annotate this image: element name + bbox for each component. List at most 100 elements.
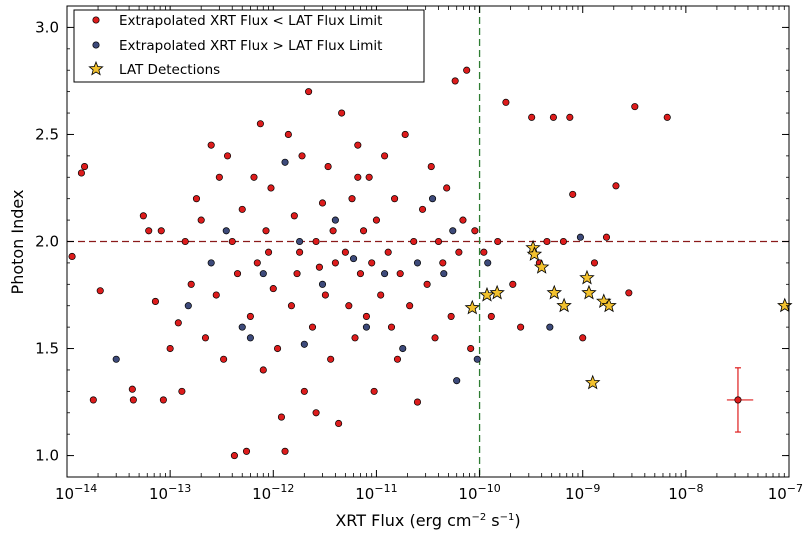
data-point bbox=[387, 323, 396, 331]
data-point bbox=[305, 88, 313, 96]
legend-label-red: Extrapolated XRT Flux < LAT Flux Limit bbox=[119, 13, 382, 29]
legend-marker-blue bbox=[92, 41, 100, 49]
data-point bbox=[459, 216, 467, 224]
data-point bbox=[473, 355, 481, 363]
data-point bbox=[166, 344, 174, 353]
data-point bbox=[354, 141, 362, 149]
data-point bbox=[381, 152, 389, 160]
star-point bbox=[601, 297, 617, 313]
data-point bbox=[351, 334, 359, 342]
data-point bbox=[663, 113, 671, 121]
y-tick-label: 1.0 bbox=[35, 447, 59, 465]
data-point bbox=[259, 366, 267, 374]
data-point bbox=[298, 152, 306, 160]
data-point bbox=[81, 163, 89, 171]
data-point bbox=[440, 270, 448, 278]
error-bar-point bbox=[734, 396, 742, 404]
data-point bbox=[625, 289, 633, 297]
data-point bbox=[184, 302, 192, 310]
data-point bbox=[129, 396, 137, 404]
data-point bbox=[238, 205, 246, 213]
star-point bbox=[581, 284, 597, 300]
data-point bbox=[197, 216, 205, 224]
data-point bbox=[455, 248, 463, 256]
data-point bbox=[517, 323, 525, 331]
data-point bbox=[269, 285, 277, 293]
data-point bbox=[348, 195, 356, 203]
data-point bbox=[145, 227, 153, 235]
star-point bbox=[533, 259, 550, 274]
data-point bbox=[242, 447, 251, 455]
data-point bbox=[267, 184, 275, 192]
x-tick-label: 10−7 bbox=[768, 482, 803, 503]
data-point bbox=[427, 163, 435, 171]
star-point bbox=[489, 284, 505, 300]
data-point bbox=[463, 66, 471, 74]
star-point bbox=[479, 286, 495, 302]
data-point bbox=[370, 387, 378, 395]
data-point bbox=[451, 77, 459, 85]
data-point bbox=[68, 252, 76, 261]
data-point bbox=[223, 152, 232, 160]
data-point bbox=[296, 248, 304, 256]
data-point bbox=[602, 233, 611, 241]
data-point bbox=[341, 248, 349, 256]
data-point bbox=[312, 237, 320, 246]
data-point bbox=[259, 270, 267, 278]
data-point bbox=[410, 237, 418, 246]
y-axis: 1.0 1.5 2.0 2.5 3.0 bbox=[35, 18, 789, 465]
data-point bbox=[222, 227, 230, 235]
series-2 bbox=[464, 239, 793, 390]
data-point bbox=[528, 113, 536, 121]
x-tick-label: 10−9 bbox=[565, 482, 600, 503]
data-point bbox=[89, 396, 97, 404]
data-point bbox=[178, 387, 186, 395]
data-point bbox=[362, 312, 370, 320]
data-point bbox=[396, 270, 404, 278]
data-point bbox=[308, 323, 317, 331]
data-point bbox=[300, 340, 308, 348]
data-point bbox=[399, 344, 407, 353]
star-point bbox=[464, 299, 481, 315]
data-point bbox=[329, 227, 337, 235]
data-point bbox=[331, 259, 339, 267]
data-point bbox=[212, 291, 220, 299]
data-point bbox=[300, 387, 308, 395]
x-tick-label: 10−11 bbox=[355, 482, 397, 503]
data-point bbox=[256, 120, 264, 128]
legend-label-stars: LAT Detections bbox=[119, 62, 220, 78]
data-point bbox=[293, 270, 301, 278]
data-point bbox=[253, 259, 261, 267]
data-point bbox=[151, 297, 159, 305]
data-point bbox=[447, 312, 455, 320]
data-point bbox=[274, 344, 282, 353]
star-point bbox=[556, 297, 572, 313]
data-point bbox=[502, 98, 510, 106]
data-point bbox=[192, 195, 201, 203]
data-point bbox=[393, 355, 402, 363]
data-point bbox=[480, 248, 488, 256]
data-point bbox=[549, 113, 557, 121]
y-tick-label: 1.5 bbox=[35, 340, 59, 358]
y-axis-title: Photon Index bbox=[8, 190, 27, 295]
x-axis-title: XRT Flux (erg cm−2 s−1) bbox=[335, 511, 520, 530]
data-point bbox=[77, 169, 85, 177]
data-point bbox=[345, 302, 353, 310]
x-tick-label: 10−8 bbox=[668, 482, 703, 503]
data-point bbox=[484, 259, 492, 267]
data-point bbox=[265, 248, 273, 256]
reference-lines bbox=[67, 6, 789, 477]
data-point bbox=[365, 173, 373, 181]
data-point bbox=[377, 291, 385, 299]
star-point bbox=[546, 284, 562, 300]
data-point bbox=[174, 319, 182, 327]
data-point bbox=[281, 447, 289, 455]
data-point bbox=[487, 312, 495, 320]
x-tick-label: 10−13 bbox=[149, 482, 191, 503]
data-point bbox=[324, 163, 332, 171]
data-point bbox=[413, 398, 422, 406]
data-point bbox=[230, 452, 238, 460]
series-1 bbox=[112, 158, 584, 385]
data-point bbox=[569, 190, 577, 198]
